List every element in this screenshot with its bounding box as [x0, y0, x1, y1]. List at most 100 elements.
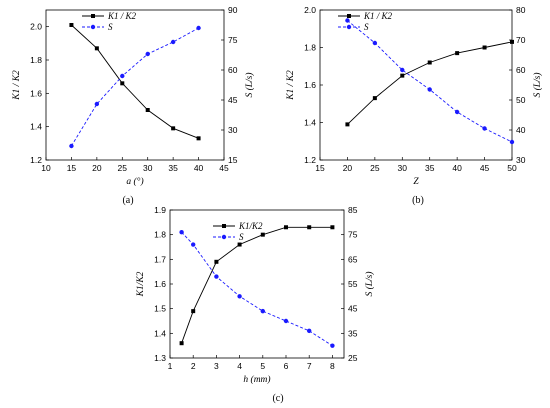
- s-data-point: [260, 308, 265, 314]
- x-tick-label: 2: [191, 361, 196, 371]
- legend-s-marker: [346, 24, 352, 30]
- x-tick-label: 45: [219, 163, 229, 173]
- s-data-point: [237, 294, 242, 299]
- x-tick-label: 45: [480, 163, 490, 173]
- legend-label: S: [108, 22, 113, 32]
- ratio-data-point: [179, 341, 184, 346]
- legend-ratio-marker: [222, 224, 226, 228]
- x-tick-label: 8: [330, 361, 335, 371]
- s-data-point: [509, 139, 515, 145]
- y-left-tick-label: 2.0: [304, 5, 316, 15]
- s-data-point: [345, 18, 350, 23]
- s-series-line: [347, 20, 513, 143]
- x-tick-label: 1: [168, 361, 173, 371]
- s-data-point: [283, 318, 289, 324]
- s-data-point: [170, 39, 176, 45]
- x-tick-label: 35: [168, 163, 178, 173]
- ratio-series-line: [71, 24, 199, 139]
- x-tick-label: 30: [398, 163, 408, 173]
- y-right-tick-label: 25: [348, 353, 358, 363]
- y-left-tick-label: 1.8: [304, 43, 316, 53]
- ratio-data-point: [482, 45, 487, 50]
- x-tick-label: 7: [307, 361, 312, 371]
- panel-caption: (c): [272, 393, 283, 404]
- y-right-axis-label: S (L/s): [244, 72, 255, 97]
- y-right-tick-label: 55: [348, 279, 358, 289]
- x-tick-label: 30: [143, 163, 153, 173]
- y-left-tick-label: 1.5: [154, 304, 166, 314]
- x-tick-label: 20: [92, 163, 102, 173]
- x-tick-label: 40: [452, 163, 462, 173]
- chart-panel-b: 15 20 25 30 35 40 45 50 1.2 1.4 1.6 1.8 2.0 30 40 50 60 7…: [286, 5, 543, 206]
- s-data-point: [482, 126, 487, 131]
- x-axis-label: Z: [413, 177, 419, 187]
- ratio-data-point: [345, 122, 350, 127]
- plot-frame: [319, 9, 513, 161]
- x-tick-label: 3: [214, 361, 219, 371]
- y-right-tick-label: 60: [516, 65, 526, 75]
- ratio-data-point: [260, 232, 265, 237]
- s-data-point: [145, 51, 150, 57]
- x-axis-label: h (mm): [243, 374, 270, 385]
- x-axis-label: a (°): [126, 176, 143, 187]
- y-left-tick-label: 1.7: [154, 254, 166, 264]
- y-left-tick-label: 1.4: [304, 118, 316, 128]
- s-data-point: [94, 101, 100, 107]
- ratio-data-point: [94, 46, 99, 51]
- plot-frame: [169, 209, 345, 359]
- y-left-tick-label: 1.9: [154, 205, 166, 215]
- x-tick-label: 15: [315, 163, 325, 173]
- legend-label: K1/K2: [238, 221, 263, 231]
- y-left-axis-label: K1/K2: [136, 271, 146, 297]
- s-data-point: [372, 40, 378, 46]
- x-tick-label: 15: [67, 163, 77, 173]
- s-data-point: [400, 67, 405, 73]
- panel-caption: (b): [412, 195, 424, 206]
- ratio-data-point: [145, 108, 150, 112]
- y-right-tick-label: 35: [348, 328, 358, 338]
- y-left-tick-label: 1.6: [304, 80, 316, 90]
- s-data-point: [330, 343, 335, 348]
- ratio-data-point: [510, 39, 514, 44]
- y-right-tick-label: 90: [228, 5, 238, 15]
- y-right-tick-label: 85: [348, 205, 358, 215]
- legend-s-marker: [90, 24, 96, 30]
- y-right-tick-label: 75: [228, 35, 238, 45]
- ratio-data-point: [120, 81, 125, 86]
- x-tick-label: 6: [284, 361, 289, 371]
- plot-frame: [45, 9, 225, 161]
- y-right-tick-label: 30: [228, 125, 238, 135]
- ratio-data-point: [191, 309, 196, 314]
- y-right-tick-label: 65: [348, 254, 358, 264]
- y-right-tick-label: 40: [516, 125, 526, 135]
- s-data-point: [69, 143, 74, 149]
- ratio-data-point: [237, 242, 242, 247]
- legend-s-marker: [221, 234, 227, 240]
- y-left-tick-label: 1.2: [304, 155, 316, 165]
- ratio-data-point: [214, 259, 219, 264]
- s-data-point: [196, 25, 201, 31]
- s-data-point: [307, 328, 312, 334]
- ratio-data-point: [196, 136, 201, 141]
- x-tick-label: 50: [507, 163, 517, 173]
- y-left-tick-label: 1.2: [30, 155, 42, 165]
- s-data-point: [179, 230, 184, 235]
- y-right-tick-label: 75: [348, 230, 358, 240]
- y-right-tick-label: 30: [516, 155, 526, 165]
- panel-caption: (a): [122, 195, 133, 206]
- legend-ratio-marker: [91, 14, 95, 18]
- ratio-data-point: [69, 23, 74, 27]
- y-right-tick-label: 45: [348, 304, 358, 314]
- s-data-point: [214, 274, 219, 279]
- legend-label: K1 / K2: [107, 11, 137, 21]
- ratio-series-line: [347, 41, 513, 125]
- ratio-data-point: [307, 225, 312, 230]
- ratio-data-point: [455, 51, 460, 56]
- y-left-tick-label: 1.4: [154, 328, 166, 338]
- x-tick-label: 35: [425, 163, 435, 173]
- ratio-data-point: [330, 225, 335, 230]
- y-left-tick-label: 1.6: [30, 88, 42, 98]
- x-tick-label: 10: [41, 163, 51, 173]
- ratio-data-point: [171, 126, 176, 131]
